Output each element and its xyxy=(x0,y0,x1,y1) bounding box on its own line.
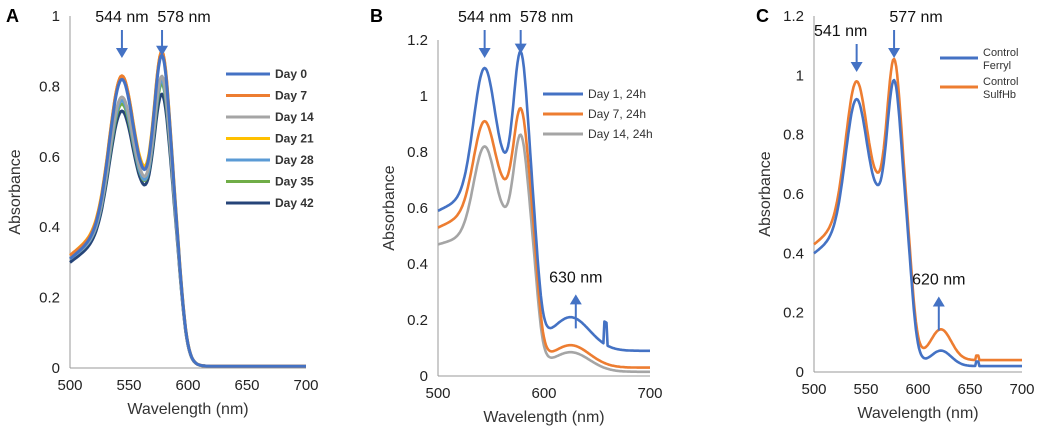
x-tick-label: 600 xyxy=(175,377,200,394)
peak-annotation: 544 nm xyxy=(95,9,148,26)
series-line xyxy=(813,57,1023,362)
x-tick-label: 500 xyxy=(801,381,826,398)
panel-b: B 0 0.2 0.4 0.6 0.8 1 1.2 500 600 700 Wavelength (n… xyxy=(370,6,663,426)
series-line xyxy=(437,133,651,374)
annotation-arrowhead xyxy=(115,48,128,58)
y-tick-label: 0.8 xyxy=(783,127,804,144)
x-axis-title: Wavelength (nm) xyxy=(857,405,978,422)
x-tick-label: 600 xyxy=(905,381,930,398)
y-tick-label: 0.4 xyxy=(407,256,428,273)
peak-annotation: 577 nm xyxy=(889,9,942,26)
y-tick-label: 0.8 xyxy=(407,144,428,161)
y-tick-label: 0.2 xyxy=(39,290,60,307)
annotation-arrowhead xyxy=(156,45,169,56)
y-tick-label: 0.2 xyxy=(783,305,804,322)
legend-label: Day 28 xyxy=(275,153,314,167)
y-tick-label: 0.4 xyxy=(783,245,804,262)
y-axis-title: Absorbance xyxy=(7,149,24,234)
y-tick-label: 0 xyxy=(52,360,60,377)
legend-label: Control SulfHb xyxy=(983,76,1018,101)
panel-label: A xyxy=(6,6,19,26)
legend-label: Day 14, 24h xyxy=(588,127,653,141)
series-line xyxy=(69,74,307,368)
tail-annotation: 620 nm xyxy=(912,271,965,288)
series-line xyxy=(69,49,307,368)
peak-annotation: 544 nm xyxy=(458,9,511,26)
x-tick-label: 500 xyxy=(425,385,450,402)
annotation-arrowhead xyxy=(514,43,527,54)
y-tick-label: 0.4 xyxy=(39,219,60,236)
series-line xyxy=(437,106,651,369)
panel-c: C 0 0.2 0.4 0.6 0.8 1 1.2 500 550 600 650 700 Wavelen… xyxy=(756,6,1035,422)
series-line xyxy=(813,78,1023,368)
legend-label: Day 35 xyxy=(275,175,314,189)
y-tick-label: 1 xyxy=(420,88,428,105)
x-tick-label: 700 xyxy=(1009,381,1034,398)
x-tick-label: 650 xyxy=(957,381,982,398)
y-tick-label: 0.6 xyxy=(783,186,804,203)
legend-label: Control Ferryl xyxy=(983,47,1018,72)
panel-label: B xyxy=(370,6,383,26)
x-tick-label: 500 xyxy=(57,377,82,394)
y-tick-label: 0.8 xyxy=(39,78,60,95)
y-tick-label: 0 xyxy=(796,364,804,381)
tail-annotation: 630 nm xyxy=(549,269,602,286)
y-axis-title: Absorbance xyxy=(757,151,774,236)
legend-label: Day 14 xyxy=(275,110,314,124)
legend-label: Day 7, 24h xyxy=(588,107,646,121)
x-tick-label: 550 xyxy=(116,377,141,394)
series-line xyxy=(69,78,307,368)
y-tick-label: 0.2 xyxy=(407,312,428,329)
x-tick-label: 650 xyxy=(234,377,259,394)
annotation-arrowhead xyxy=(850,62,863,72)
y-tick-label: 1 xyxy=(52,8,60,25)
y-tick-label: 0 xyxy=(420,368,428,385)
panel-label: C xyxy=(756,6,769,26)
y-tick-label: 1.2 xyxy=(407,32,428,49)
x-tick-label: 600 xyxy=(531,385,556,402)
y-axis-title: Absorbance xyxy=(381,165,398,250)
x-tick-label: 700 xyxy=(637,385,662,402)
y-tick-label: 0.6 xyxy=(407,200,428,217)
x-tick-label: 700 xyxy=(293,377,318,394)
annotation-arrowhead xyxy=(569,294,582,305)
series-line xyxy=(69,92,307,368)
peak-annotation: 541 nm xyxy=(814,23,867,40)
legend-label: Day 21 xyxy=(275,132,314,146)
peak-annotation: 578 nm xyxy=(157,9,210,26)
y-tick-label: 0.6 xyxy=(39,149,60,166)
legend-label: Day 7 xyxy=(275,89,307,103)
x-axis-title: Wavelength (nm) xyxy=(127,401,248,418)
y-tick-label: 1.2 xyxy=(783,8,804,25)
series-line xyxy=(437,50,651,353)
series-line xyxy=(69,50,307,368)
annotation-arrowhead xyxy=(888,48,901,58)
annotation-arrowhead xyxy=(478,48,491,58)
y-tick-label: 1 xyxy=(796,67,804,84)
panel-a: A 0 0.2 0.4 0.6 0.8 1 500 550 600 650 700 Wavelength… xyxy=(6,6,319,418)
legend-label: Day 42 xyxy=(275,196,314,210)
series-line xyxy=(69,81,307,368)
legend-label: Day 0 xyxy=(275,67,307,81)
peak-annotation: 578 nm xyxy=(520,9,573,26)
series-line xyxy=(69,53,307,368)
annotation-arrowhead xyxy=(932,296,945,307)
legend-label: Day 1, 24h xyxy=(588,87,646,101)
x-axis-title: Wavelength (nm) xyxy=(483,409,604,426)
x-tick-label: 550 xyxy=(853,381,878,398)
